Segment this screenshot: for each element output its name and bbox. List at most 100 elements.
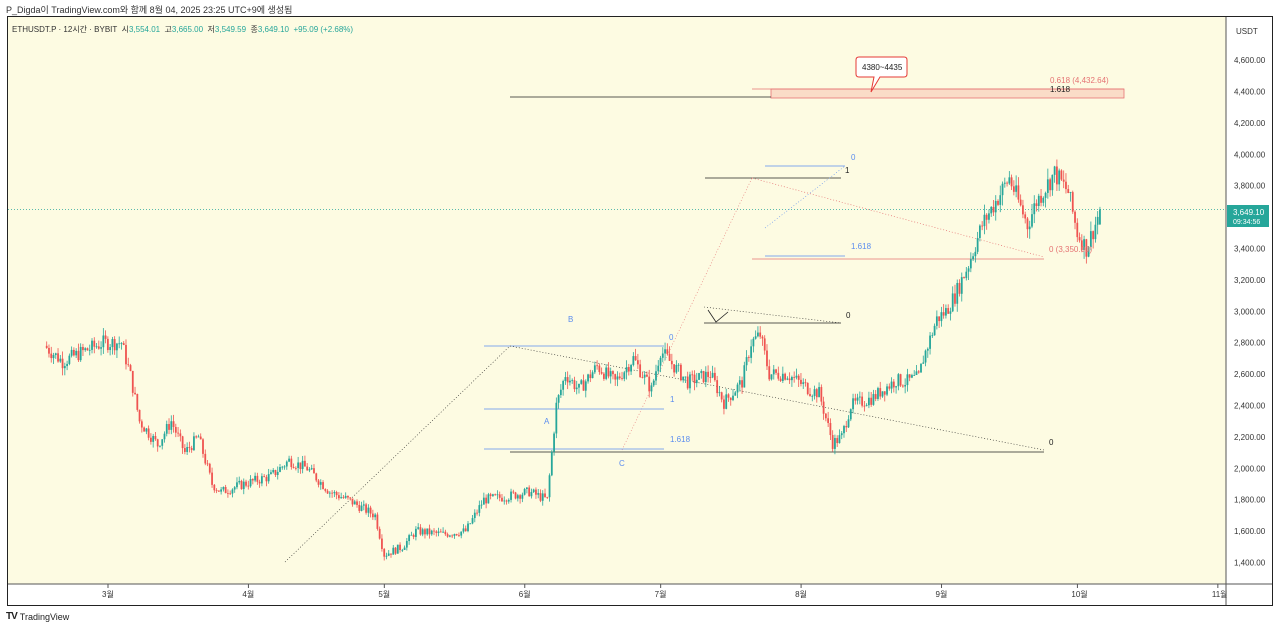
candle-body xyxy=(179,433,182,437)
candle-body xyxy=(659,357,662,366)
candle-body xyxy=(813,389,816,396)
candle-body xyxy=(811,395,814,397)
candle-body xyxy=(700,371,703,374)
candle-body xyxy=(596,365,599,367)
candle-body xyxy=(335,492,338,496)
candle-body xyxy=(79,346,82,361)
candle-body xyxy=(68,355,71,364)
tradingview-logo-icon[interactable]: TV xyxy=(6,611,18,622)
candle-body xyxy=(170,421,173,430)
candle-body xyxy=(849,409,852,420)
candle-body xyxy=(412,534,415,537)
price-axis-currency[interactable]: USDT xyxy=(1236,27,1258,36)
current-price-label: 3,649.10 xyxy=(1233,208,1265,217)
candle-body xyxy=(997,200,999,205)
legend-close-value: 3,649.10 xyxy=(257,25,289,34)
candle-body xyxy=(795,375,798,378)
candle-body xyxy=(911,375,913,378)
candle-body xyxy=(661,353,664,358)
candle-body xyxy=(736,384,739,393)
price-tick-label: 2,600.00 xyxy=(1234,370,1266,379)
candle-body xyxy=(675,364,678,373)
candle-body xyxy=(612,371,614,375)
candle-body xyxy=(978,225,981,238)
legend-low-value: 3,549.59 xyxy=(214,25,247,34)
candle-body xyxy=(854,398,857,401)
candle-body xyxy=(227,493,229,494)
candle-body xyxy=(605,367,608,379)
legend-symbol[interactable]: ETHUSDT.P · 12시간 · BYBIT xyxy=(12,25,118,34)
candle-body xyxy=(301,460,304,470)
price-axis-background xyxy=(1226,17,1272,584)
candle-body xyxy=(238,480,241,483)
candle-body xyxy=(439,531,442,533)
candle-body xyxy=(1033,203,1036,215)
candle-body xyxy=(836,438,839,444)
candle-body xyxy=(362,504,365,506)
candle-body xyxy=(824,413,827,419)
candle-body xyxy=(899,374,902,386)
candle-body xyxy=(61,358,64,369)
candle-body xyxy=(430,530,433,535)
candle-body xyxy=(419,527,422,535)
candle-body xyxy=(125,344,127,365)
candle-body xyxy=(616,376,619,380)
candle-body xyxy=(487,494,490,504)
candle-body xyxy=(571,380,574,382)
candle-body xyxy=(70,349,73,356)
candle-body xyxy=(627,367,630,372)
candle-body xyxy=(718,392,721,394)
candle-body xyxy=(403,547,406,550)
candle-body xyxy=(1046,179,1049,193)
candle-body xyxy=(177,432,179,434)
candle-body xyxy=(541,493,544,501)
tradingview-brand-text[interactable]: TradingView xyxy=(19,611,70,622)
candle-body xyxy=(272,470,275,473)
candle-body xyxy=(45,345,48,348)
candle-body xyxy=(625,367,628,373)
time-tick-label: 8월 xyxy=(795,589,807,599)
candle-body xyxy=(507,499,510,502)
candle-body xyxy=(550,451,553,476)
candle-body xyxy=(109,347,112,351)
candle-body xyxy=(349,497,352,499)
candle-body xyxy=(399,544,401,551)
candle-body xyxy=(750,346,753,358)
candle-body xyxy=(933,325,936,336)
candle-body xyxy=(720,392,723,400)
candle-body xyxy=(448,535,451,537)
rally-dotted-trend xyxy=(284,345,511,563)
lower-1-label: 1 xyxy=(670,395,675,404)
candle-body xyxy=(806,382,809,395)
candle-body xyxy=(664,349,666,354)
candle-body xyxy=(104,335,107,339)
candle-body xyxy=(478,505,481,513)
candle-body xyxy=(530,492,533,497)
wave-c-label: C xyxy=(619,459,625,468)
candle-body xyxy=(1062,179,1065,182)
footer-branding: TV TradingView xyxy=(6,611,69,622)
candle-body xyxy=(317,480,320,485)
candle-body xyxy=(895,386,897,388)
candle-body xyxy=(1035,203,1038,206)
top-caption-bar: P_Digda이 TradingView.com와 함께 8월 04, 2025… xyxy=(0,0,1280,16)
candle-body xyxy=(136,393,139,410)
candle-body xyxy=(1078,237,1081,241)
candle-body xyxy=(1099,209,1101,225)
candle-body xyxy=(274,470,277,476)
candle-body xyxy=(698,373,700,380)
candle-body xyxy=(732,395,734,401)
candle-body xyxy=(829,423,832,436)
candle-body xyxy=(333,492,336,494)
candle-body xyxy=(702,371,705,383)
candle-body xyxy=(1024,214,1027,219)
candle-body xyxy=(695,379,698,384)
lower-1618-label: 1.618 xyxy=(670,435,691,444)
candle-body xyxy=(901,385,904,387)
candle-body xyxy=(82,346,84,351)
candle-body xyxy=(569,380,571,383)
snapshot-caption: P_Digda이 TradingView.com와 함께 8월 04, 2025… xyxy=(6,5,293,15)
candle-body xyxy=(256,475,259,482)
candle-body xyxy=(786,378,789,380)
